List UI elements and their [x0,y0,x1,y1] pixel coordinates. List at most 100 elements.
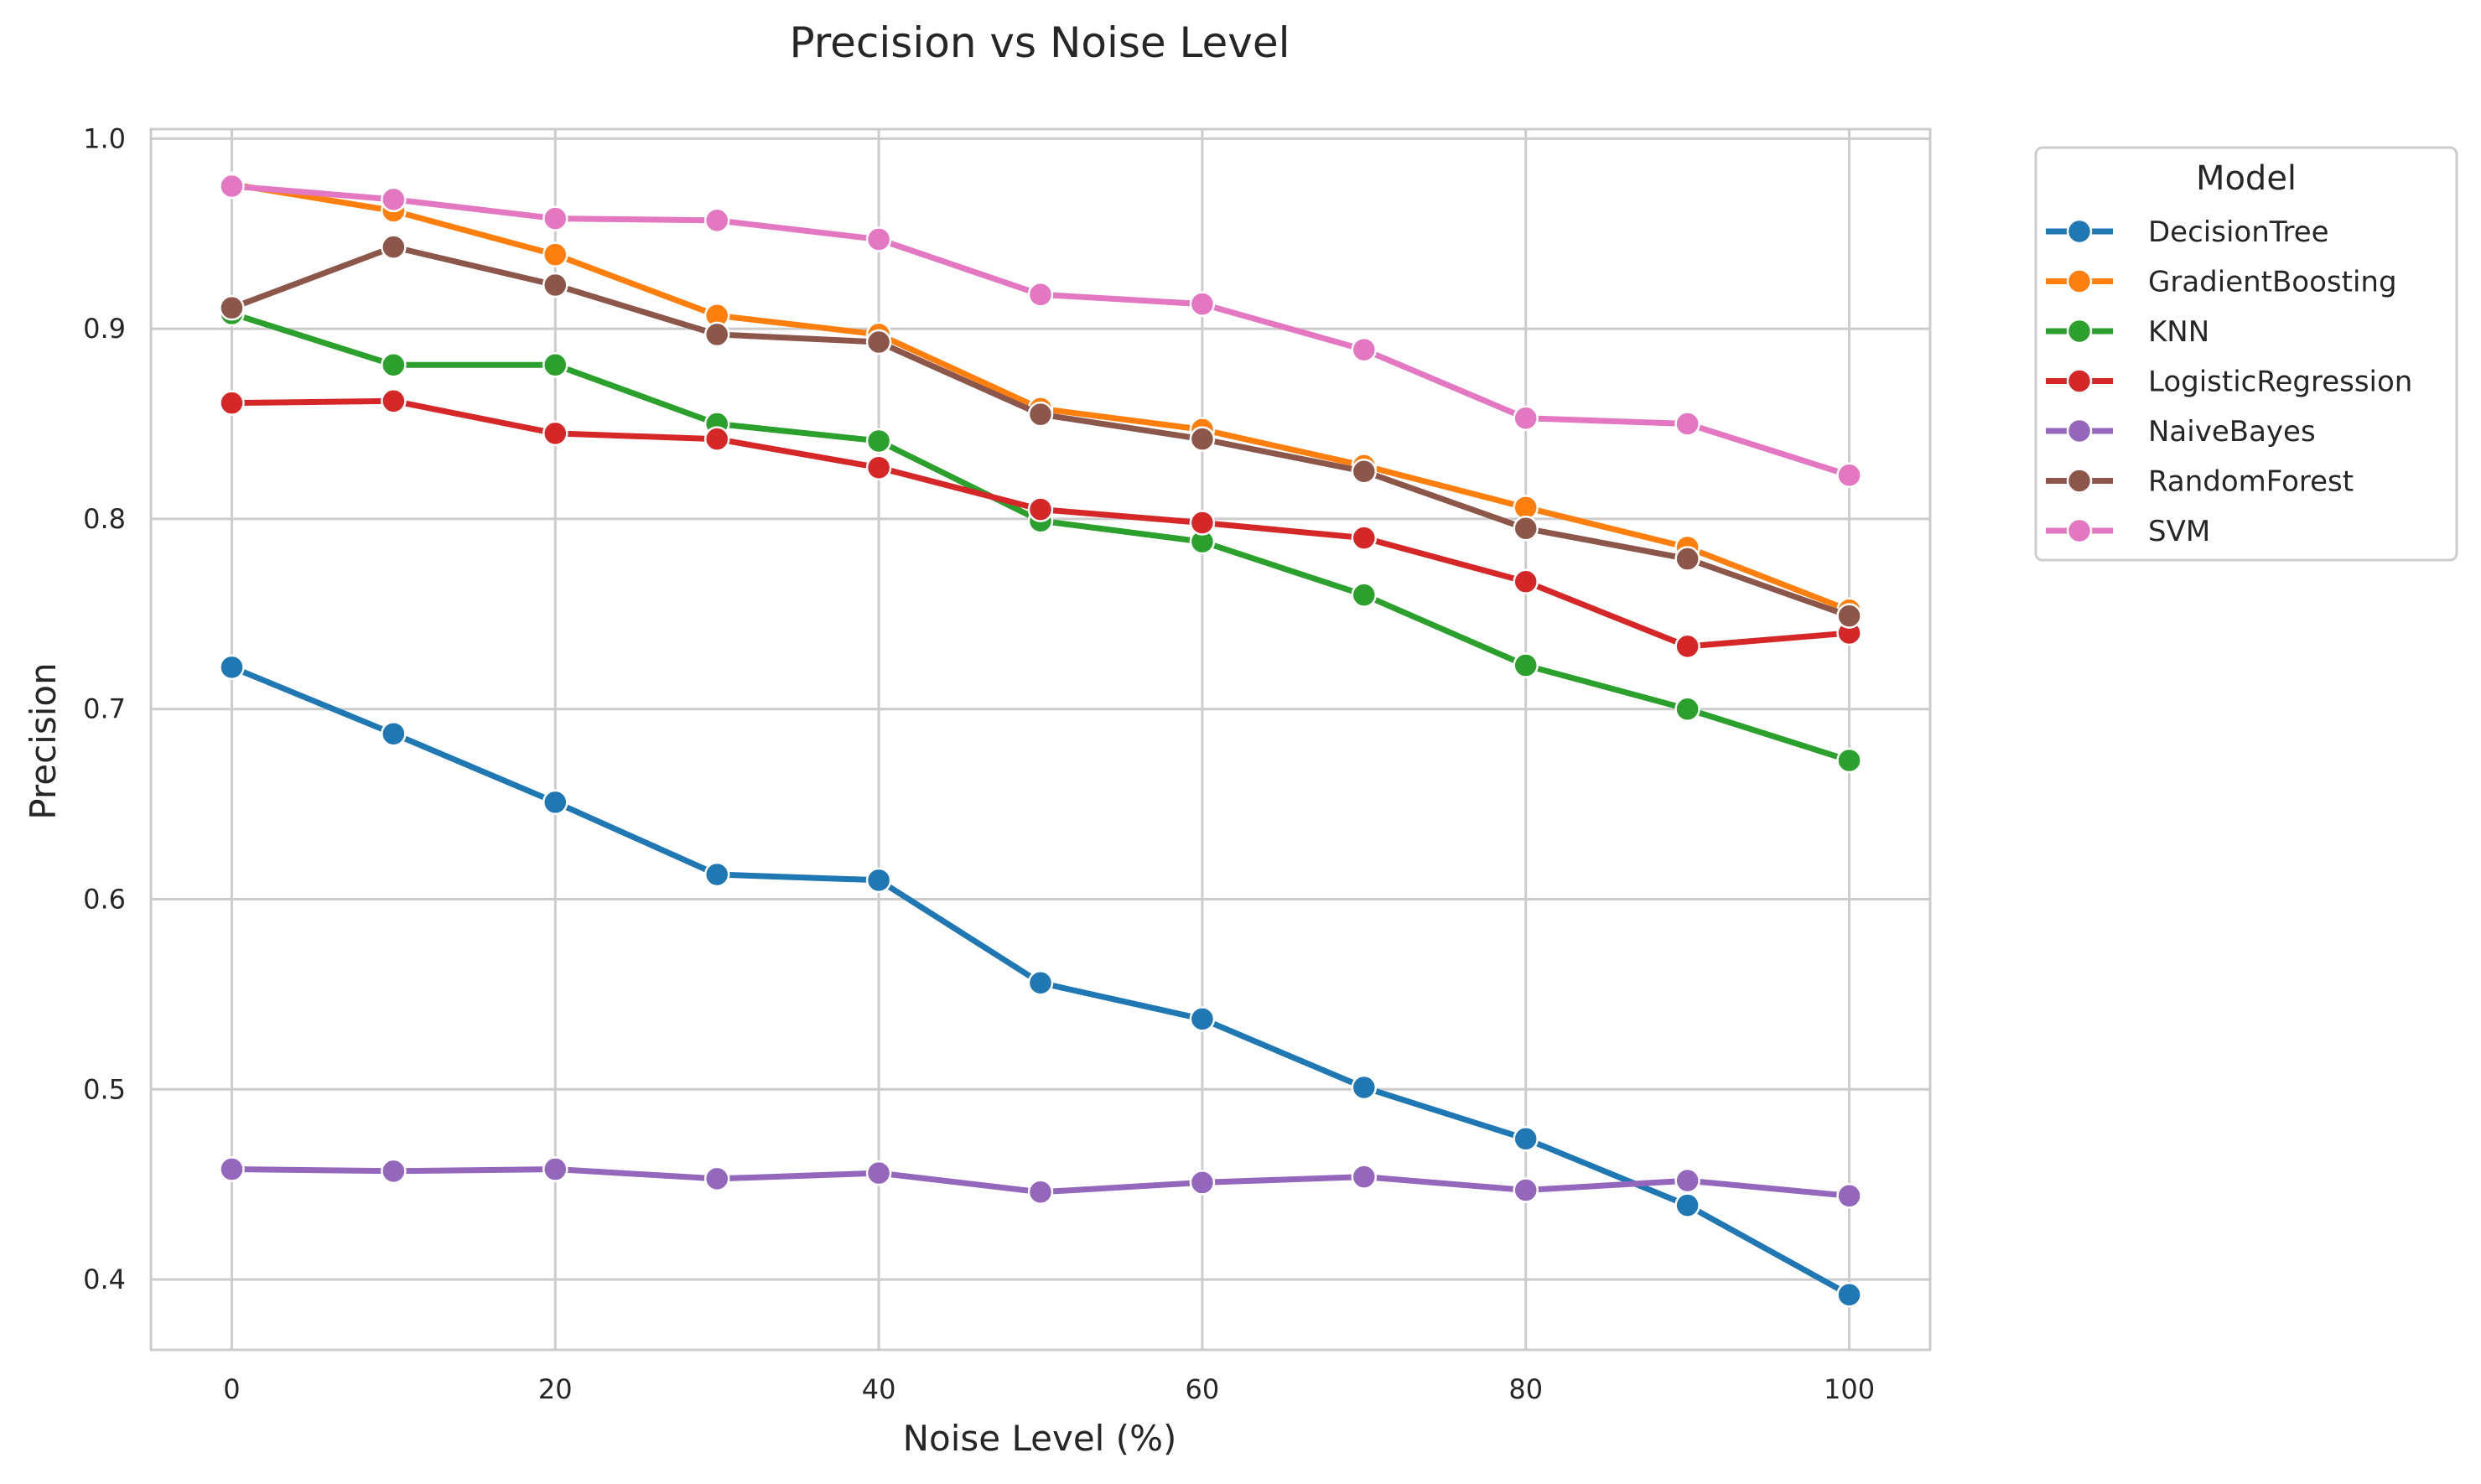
data-point [1351,336,1378,363]
legend-label: GradientBoosting [2148,266,2397,299]
legend-marker [2066,517,2093,544]
data-point [381,234,407,260]
data-point [1351,458,1378,485]
x-axis-label: Noise Level (%) [903,1418,1177,1459]
data-point [703,207,730,234]
data-point [1674,1192,1700,1218]
data-point [865,428,892,454]
data-point [1189,291,1216,317]
data-point [1027,401,1054,428]
data-point [219,654,245,681]
data-point [1513,652,1539,678]
data-point [1513,405,1539,431]
data-point [381,720,407,747]
data-point [1351,525,1378,551]
data-point [865,454,892,480]
data-point [865,226,892,252]
legend-item-logisticregression: LogisticRegression [2046,366,2412,399]
series-randomforest [219,234,1862,629]
y-tick-label: 1.0 [83,122,126,154]
data-point [865,867,892,894]
legend: Model DecisionTree GradientBoosting KNN Log… [2034,146,2458,562]
legend-title: Model [2196,159,2297,198]
data-point [1674,1167,1700,1194]
legend-marker [2066,318,2093,345]
y-tick-label: 0.8 [83,503,126,535]
data-point [1674,411,1700,437]
data-point [219,390,245,416]
legend-label: KNN [2148,315,2209,349]
data-point [1836,462,1862,489]
y-axis-label: Precision [23,662,64,819]
data-point [1027,1179,1054,1206]
data-point [1836,747,1862,774]
data-point [542,241,568,267]
legend-label: NaiveBayes [2148,415,2316,449]
data-point [1513,1126,1539,1152]
data-point [1674,696,1700,722]
data-point [703,1165,730,1192]
data-point [542,205,568,231]
data-point [219,1156,245,1182]
legend-marker [2066,418,2093,444]
y-tick-label: 0.5 [83,1073,126,1105]
legend-label: RandomForest [2148,465,2354,499]
data-point [703,321,730,348]
data-point [542,272,568,298]
legend-item-randomforest: RandomForest [2046,465,2354,499]
data-point [542,420,568,447]
x-tick-labels: 0 20 40 60 80 100 [223,1373,1875,1405]
x-tick-label: 20 [538,1373,573,1405]
y-tick-label: 0.6 [83,884,126,916]
data-point [1836,603,1862,629]
legend-marker [2066,268,2093,294]
data-point [542,1156,568,1182]
data-point [381,186,407,213]
data-point [1351,1164,1378,1190]
x-tick-label: 80 [1508,1373,1543,1405]
data-point [1674,633,1700,660]
chart-title: Precision vs Noise Level [789,18,1290,67]
legend-label: SVM [2148,515,2210,548]
legend-item-svm: SVM [2046,515,2210,548]
series-logisticregression [219,388,1862,660]
legend-label: LogisticRegression [2148,366,2412,399]
legend-items: DecisionTree GradientBoosting KNN LogisticR… [2046,215,2412,548]
data-point [1674,546,1700,572]
data-point [703,426,730,452]
data-point [219,294,245,321]
data-point [1836,1281,1862,1308]
data-point [1513,1177,1539,1203]
data-point [1027,496,1054,522]
y-tick-label: 0.4 [83,1263,126,1295]
series-decisiontree [219,654,1862,1308]
legend-item-decisiontree: DecisionTree [2046,215,2329,249]
legend-item-naivebayes: NaiveBayes [2046,415,2316,449]
legend-label: DecisionTree [2148,215,2329,249]
data-point [1189,1006,1216,1032]
data-point [381,351,407,378]
legend-marker [2066,218,2093,245]
data-point [381,388,407,414]
y-tick-label: 0.9 [83,313,126,345]
data-point [542,789,568,816]
x-tick-label: 0 [223,1373,240,1405]
data-point [1027,970,1054,996]
x-tick-label: 100 [1824,1373,1875,1405]
data-point [1189,426,1216,452]
data-point [1189,1170,1216,1196]
data-point [1513,568,1539,595]
data-point [1027,282,1054,308]
legend-marker [2066,368,2093,394]
legend-item-knn: KNN [2046,315,2209,349]
data-point [865,1160,892,1186]
series-naivebayes [219,1156,1862,1209]
plot-frame [149,127,1932,1352]
data-point [1189,510,1216,536]
legend-marker [2066,468,2093,494]
data-point [703,861,730,888]
data-point [1351,1074,1378,1101]
legend-item-gradientboosting: GradientBoosting [2046,266,2397,299]
x-tick-label: 60 [1186,1373,1220,1405]
